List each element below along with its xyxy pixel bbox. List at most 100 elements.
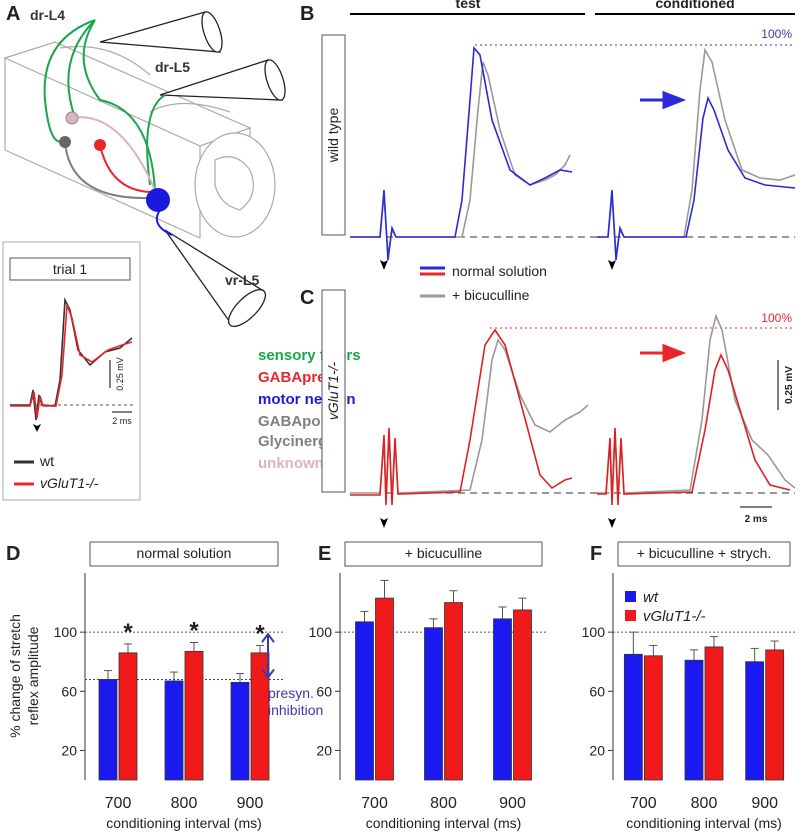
reference-label: 100%: [761, 311, 792, 325]
bar: [623, 653, 643, 781]
column-title: conditioned: [655, 0, 734, 11]
bar: [704, 646, 724, 781]
x-tick-label: 900: [751, 795, 778, 812]
legend-label: + bicuculline: [452, 287, 530, 303]
y-tick-label: 60: [316, 683, 332, 699]
y-axis-label: % change of stretch: [7, 614, 23, 738]
legend-label: normal solution: [452, 263, 547, 279]
trace: [597, 95, 796, 261]
bar: [230, 682, 250, 781]
bar: [745, 661, 765, 781]
scale-label: 0.25 mV: [115, 357, 125, 391]
inset-legend: wt vGluT1-/-: [14, 453, 99, 491]
column-title: test: [456, 0, 481, 11]
trace: [597, 47, 796, 256]
annotation-arrow: [261, 632, 275, 680]
annotation: presyn.: [268, 685, 314, 701]
chart-title: + bicuculline + strych.: [637, 545, 772, 561]
bar: [118, 652, 138, 781]
annotation: inhibition: [268, 702, 323, 718]
scale-label: 2 ms: [745, 514, 768, 525]
stimulus-arrow: [380, 260, 388, 270]
inset-frame: [2, 241, 141, 501]
x-tick-label: 800: [171, 795, 198, 812]
x-tick-label: 800: [691, 795, 718, 812]
panel-label: E: [318, 543, 331, 565]
significance: *: [123, 619, 133, 646]
reference-label: 100%: [761, 27, 792, 41]
legend-label: GABApost/: [258, 413, 339, 430]
x-tick-label: 800: [430, 795, 457, 812]
bar: [424, 627, 443, 781]
root-label: vr-L5: [225, 272, 259, 288]
inset-title-box: [9, 257, 131, 281]
legend-label: GABApre: [258, 369, 326, 386]
spinal-cord-diagram: [3, 41, 276, 239]
bar: [513, 609, 532, 781]
trace: [350, 46, 573, 261]
scale-label: 2 ms: [112, 416, 132, 426]
bar: [375, 597, 394, 781]
x-tick-label: 900: [499, 795, 526, 812]
arrow: [640, 343, 687, 363]
x-tick-label: 700: [630, 795, 657, 812]
chart-title: normal solution: [137, 545, 232, 561]
row-label-box: [321, 34, 346, 236]
y-tick-label: 100: [54, 624, 78, 640]
bar: [765, 649, 785, 781]
significance: *: [255, 620, 265, 647]
significance: *: [189, 617, 199, 644]
bar: [444, 602, 463, 781]
row-label-box: [321, 289, 346, 493]
neurons: [43, 19, 173, 236]
legend-label: unknown: [258, 455, 324, 472]
bar: [250, 652, 270, 781]
trace: [10, 304, 133, 419]
x-tick-label: 700: [105, 795, 132, 812]
panel-label: C: [300, 287, 314, 309]
panel-label: A: [6, 3, 20, 25]
chart-title-box: [89, 541, 279, 567]
legend-label: vGluT1-/-: [643, 608, 706, 625]
legend-label: vGluT1-/-: [40, 475, 99, 491]
y-tick-label: 60: [589, 683, 605, 699]
legend-swatch: [625, 591, 636, 602]
chart-title-box: [617, 541, 791, 567]
stimulus-arrow: [380, 518, 388, 528]
bar: [164, 680, 184, 781]
stimulus-arrow: [33, 424, 41, 432]
bar: [355, 621, 374, 781]
y-tick-label: 60: [61, 683, 77, 699]
electrodes: [99, 11, 286, 328]
bar: [643, 655, 663, 781]
chart-title: + bicuculline: [405, 545, 483, 561]
x-axis-label: conditioning interval (ms): [626, 815, 782, 831]
legend-swatch: [625, 610, 636, 621]
y-tick-label: 20: [589, 742, 605, 758]
row-label: wild type: [325, 108, 341, 164]
panel-label: D: [6, 543, 20, 565]
chart-title-box: [344, 541, 543, 567]
y-tick-label: 20: [61, 742, 77, 758]
arrow: [640, 90, 687, 110]
bar: [98, 679, 118, 781]
panel-label: B: [300, 3, 314, 25]
y-axis-label: reflex amplitude: [25, 626, 41, 725]
legend-label: Glycinergic: [258, 433, 340, 450]
panel-label: F: [590, 543, 602, 565]
legend-label: wt: [643, 589, 659, 606]
x-axis-label: conditioning interval (ms): [366, 815, 522, 831]
trace: [350, 328, 573, 506]
x-axis-label: conditioning interval (ms): [106, 815, 262, 831]
root-label: dr-L4: [30, 7, 65, 23]
trace: [10, 296, 133, 421]
row-label: vGluT1-/-: [325, 361, 341, 420]
bar: [184, 650, 204, 781]
inset-title: trial 1: [53, 261, 87, 277]
scale-label: 0.25 mV: [784, 366, 795, 404]
y-tick-label: 100: [309, 624, 333, 640]
x-tick-label: 700: [361, 795, 388, 812]
bar: [684, 659, 704, 781]
